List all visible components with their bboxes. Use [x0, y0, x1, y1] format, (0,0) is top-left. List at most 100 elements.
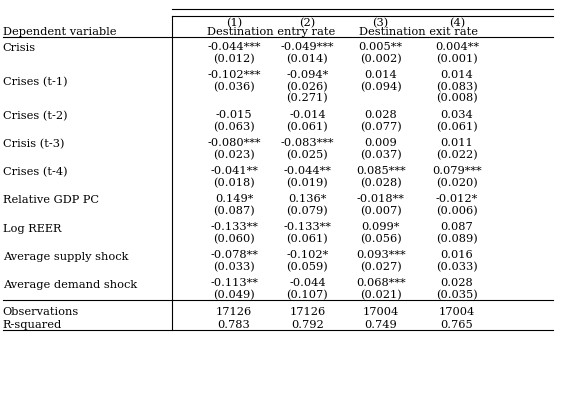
Text: (0.007): (0.007)	[360, 206, 402, 216]
Text: 0.749: 0.749	[364, 320, 397, 330]
Text: -0.102*: -0.102*	[287, 250, 328, 260]
Text: 0.783: 0.783	[218, 320, 250, 330]
Text: -0.044**: -0.044**	[284, 166, 331, 176]
Text: R-squared: R-squared	[3, 320, 62, 330]
Text: (0.037): (0.037)	[360, 150, 402, 160]
Text: (2): (2)	[299, 18, 315, 28]
Text: (0.022): (0.022)	[436, 150, 478, 160]
Text: (0.107): (0.107)	[287, 290, 328, 300]
Text: (0.061): (0.061)	[287, 122, 328, 132]
Text: Crises (t-4): Crises (t-4)	[3, 167, 68, 178]
Text: (0.021): (0.021)	[360, 290, 402, 300]
Text: (0.035): (0.035)	[436, 290, 478, 300]
Text: (0.018): (0.018)	[213, 178, 255, 188]
Text: 0.099*: 0.099*	[362, 222, 400, 232]
Text: (0.006): (0.006)	[436, 206, 478, 216]
Text: 0.016: 0.016	[440, 250, 473, 260]
Text: -0.015: -0.015	[216, 110, 252, 120]
Text: 17126: 17126	[289, 307, 325, 317]
Text: -0.083***: -0.083***	[281, 138, 334, 148]
Text: (0.008): (0.008)	[436, 93, 478, 103]
Text: (0.001): (0.001)	[436, 54, 478, 64]
Text: 17004: 17004	[439, 307, 475, 317]
Text: Relative GDP PC: Relative GDP PC	[3, 196, 99, 205]
Text: Average supply shock: Average supply shock	[3, 252, 128, 261]
Text: -0.044: -0.044	[289, 278, 325, 288]
Text: -0.012*: -0.012*	[436, 194, 478, 204]
Text: (0.020): (0.020)	[436, 178, 478, 188]
Text: Observations: Observations	[3, 307, 79, 317]
Text: 0.136*: 0.136*	[288, 194, 327, 204]
Text: 0.034: 0.034	[440, 110, 473, 120]
Text: -0.133**: -0.133**	[284, 222, 331, 232]
Text: 0.149*: 0.149*	[215, 194, 253, 204]
Text: 0.011: 0.011	[440, 138, 473, 148]
Text: (4): (4)	[449, 18, 465, 28]
Text: (0.027): (0.027)	[360, 262, 402, 272]
Text: Dependent variable: Dependent variable	[3, 27, 116, 37]
Text: (0.019): (0.019)	[287, 178, 328, 188]
Text: (0.089): (0.089)	[436, 234, 478, 244]
Text: (0.094): (0.094)	[360, 82, 402, 92]
Text: -0.133**: -0.133**	[210, 222, 258, 232]
Text: Destination exit rate: Destination exit rate	[359, 27, 478, 37]
Text: (0.012): (0.012)	[213, 54, 255, 64]
Text: -0.049***: -0.049***	[281, 42, 334, 52]
Text: 0.792: 0.792	[291, 320, 324, 330]
Text: (0.014): (0.014)	[287, 54, 328, 64]
Text: Log REER: Log REER	[3, 224, 61, 233]
Text: 17004: 17004	[363, 307, 399, 317]
Text: (0.083): (0.083)	[436, 82, 478, 92]
Text: (0.002): (0.002)	[360, 54, 402, 64]
Text: 0.093***: 0.093***	[356, 250, 406, 260]
Text: 0.068***: 0.068***	[356, 278, 406, 288]
Text: (0.079): (0.079)	[287, 206, 328, 216]
Text: -0.094*: -0.094*	[287, 70, 328, 80]
Text: (0.061): (0.061)	[436, 122, 478, 132]
Text: -0.044***: -0.044***	[208, 42, 261, 52]
Text: (0.033): (0.033)	[213, 262, 255, 272]
Text: 0.014: 0.014	[440, 70, 473, 80]
Text: (0.025): (0.025)	[287, 150, 328, 160]
Text: (0.036): (0.036)	[213, 82, 255, 92]
Text: 0.028: 0.028	[440, 278, 473, 288]
Text: 0.085***: 0.085***	[356, 166, 406, 176]
Text: (1): (1)	[226, 18, 242, 28]
Text: 0.005**: 0.005**	[359, 42, 403, 52]
Text: -0.078**: -0.078**	[210, 250, 258, 260]
Text: 0.004**: 0.004**	[435, 42, 479, 52]
Text: -0.014: -0.014	[289, 110, 325, 120]
Text: -0.113**: -0.113**	[210, 278, 258, 288]
Text: (0.028): (0.028)	[360, 178, 402, 188]
Text: 0.079***: 0.079***	[432, 166, 482, 176]
Text: 0.087: 0.087	[440, 222, 473, 232]
Text: (0.033): (0.033)	[436, 262, 478, 272]
Text: Destination entry rate: Destination entry rate	[206, 27, 335, 37]
Text: (0.049): (0.049)	[213, 290, 255, 300]
Text: Crisis: Crisis	[3, 44, 36, 53]
Text: 0.765: 0.765	[440, 320, 473, 330]
Text: -0.102***: -0.102***	[208, 70, 261, 80]
Text: Crises (t-1): Crises (t-1)	[3, 77, 68, 88]
Text: (0.271): (0.271)	[287, 93, 328, 103]
Text: (0.023): (0.023)	[213, 150, 255, 160]
Text: 0.028: 0.028	[364, 110, 397, 120]
Text: 0.009: 0.009	[364, 138, 397, 148]
Text: 0.014: 0.014	[364, 70, 397, 80]
Text: Crisis (t-3): Crisis (t-3)	[3, 139, 64, 150]
Text: Crises (t-2): Crises (t-2)	[3, 111, 68, 122]
Text: Average demand shock: Average demand shock	[3, 280, 137, 290]
Text: (0.077): (0.077)	[360, 122, 402, 132]
Text: (0.063): (0.063)	[213, 122, 255, 132]
Text: (0.056): (0.056)	[360, 234, 402, 244]
Text: (0.026): (0.026)	[287, 82, 328, 92]
Text: (0.061): (0.061)	[287, 234, 328, 244]
Text: (0.060): (0.060)	[213, 234, 255, 244]
Text: 17126: 17126	[216, 307, 252, 317]
Text: -0.018**: -0.018**	[357, 194, 404, 204]
Text: (0.059): (0.059)	[287, 262, 328, 272]
Text: -0.080***: -0.080***	[208, 138, 261, 148]
Text: -0.041**: -0.041**	[210, 166, 258, 176]
Text: (0.087): (0.087)	[213, 206, 255, 216]
Text: (3): (3)	[373, 18, 389, 28]
